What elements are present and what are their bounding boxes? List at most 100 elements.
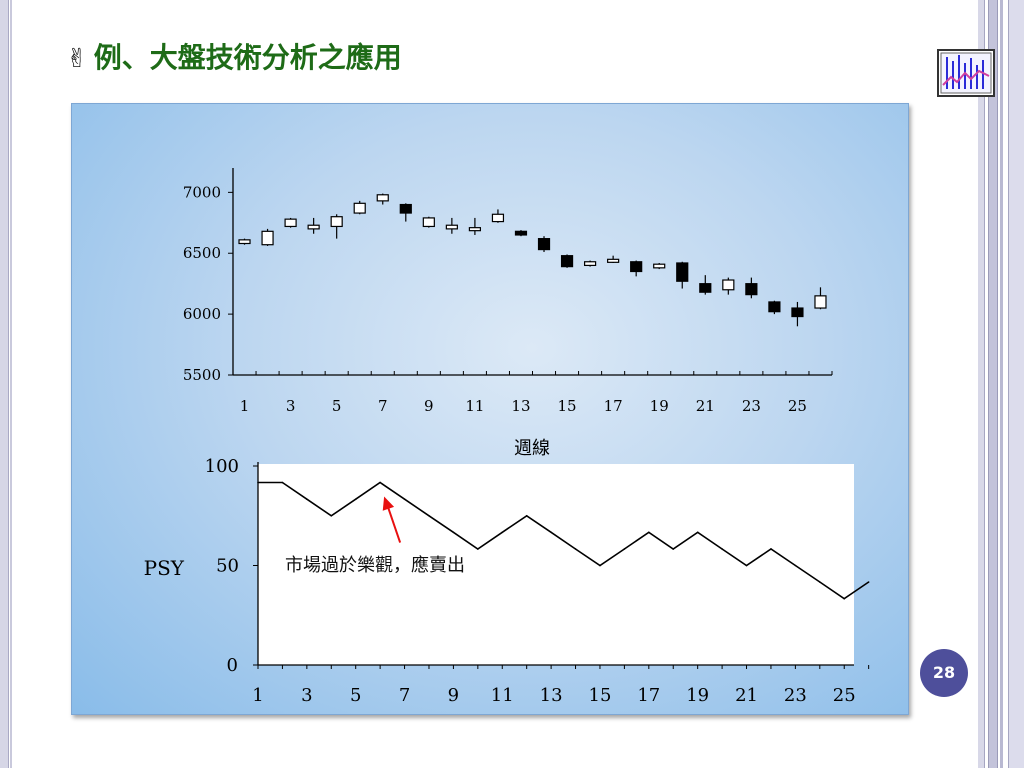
psy-annotation: 市場過於樂觀，應賣出 — [285, 554, 465, 576]
candle-body — [238, 239, 251, 245]
candle-x-tick-label: 23 — [742, 397, 761, 415]
candle-body — [537, 238, 551, 251]
psy-point — [794, 564, 797, 567]
candle-x-tick-label: 9 — [424, 397, 434, 415]
psy-x-tick-label: 17 — [637, 685, 660, 706]
psy-x-tick-label: 21 — [735, 685, 758, 706]
candle-body — [768, 301, 781, 313]
candle-body — [653, 263, 666, 269]
psy-point — [452, 531, 455, 534]
psy-point — [867, 581, 870, 583]
psy-x-tick-label: 5 — [350, 685, 361, 706]
psy-x-tick-label: 7 — [399, 685, 410, 706]
candle-body — [353, 202, 366, 214]
right-frame-bar — [1000, 0, 1003, 768]
psy-series-line — [258, 481, 870, 600]
candle-body — [399, 203, 412, 214]
psy-x-tick-label: 1 — [252, 685, 263, 706]
left-frame-line — [10, 0, 12, 768]
candle-x-axis-title: 週線 — [514, 438, 550, 459]
candle-x-tick-label: 21 — [696, 397, 715, 415]
candle-body — [745, 283, 758, 296]
page-number-badge: 28 — [920, 649, 968, 697]
candle-x-tick-label: 19 — [650, 397, 669, 415]
psy-x-tick-label: 25 — [833, 685, 856, 706]
psy-point — [696, 531, 699, 534]
psy-y-tick-label: 100 — [205, 456, 239, 477]
candle-body — [284, 218, 297, 228]
psy-point — [281, 481, 284, 484]
candle-x-tick-label: 1 — [240, 397, 250, 415]
right-frame-bar — [978, 0, 985, 768]
psy-x-tick-label: 9 — [448, 685, 459, 706]
candle-body — [491, 213, 505, 223]
candle-x-tick-label: 15 — [558, 397, 577, 415]
candle-x-tick-label: 13 — [511, 397, 530, 415]
candle-y-tick-label: 6000 — [183, 305, 221, 323]
psy-point — [306, 498, 308, 501]
candle-body — [445, 224, 458, 230]
psy-point — [477, 548, 479, 550]
victory-hand-icon: ✌ — [66, 44, 88, 74]
candle-x-tick-label: 11 — [465, 397, 484, 415]
slide-title: ✌ 例、大盤技術分析之應用 — [66, 36, 402, 76]
candle-body — [607, 258, 620, 263]
candle-body — [814, 295, 827, 309]
psy-point — [770, 548, 772, 550]
left-frame-bar — [0, 0, 9, 768]
psy-point — [550, 531, 552, 534]
candle-body — [791, 307, 804, 318]
psy-point — [819, 581, 821, 583]
candle-body — [560, 255, 574, 268]
candle-x-tick-label: 7 — [378, 397, 388, 415]
candle-body — [422, 217, 435, 228]
candle-body — [630, 261, 643, 273]
psy-point — [354, 498, 357, 501]
psy-point — [745, 564, 748, 567]
chart-panel: 5500 6000 6500 7000 1 3 5 7 9 11 13 15 17 19 21 23 25 週… — [71, 103, 909, 715]
psy-point — [379, 481, 381, 484]
candle-x-tick-label: 25 — [788, 397, 807, 415]
candle-body — [330, 216, 343, 228]
psy-y-tick-label: 50 — [216, 556, 239, 577]
psy-point — [501, 531, 504, 534]
right-frame — [978, 0, 1024, 768]
psy-point — [330, 514, 333, 517]
psy-x-tick-label: 3 — [301, 685, 312, 706]
candle-body — [514, 230, 528, 236]
annotation-arrowhead — [382, 496, 395, 511]
chart-thumbnail-icon — [937, 49, 995, 97]
psy-x-tick-label: 23 — [784, 685, 807, 706]
psy-point — [623, 548, 626, 550]
psy-x-tick-label: 15 — [589, 685, 612, 706]
candle-x-tick-label: 5 — [332, 397, 342, 415]
psy-point — [599, 564, 601, 567]
psy-point — [257, 481, 259, 484]
candle-x-tick-label: 3 — [286, 397, 296, 415]
right-frame-bar — [1008, 0, 1024, 768]
candle-body — [722, 279, 735, 291]
candle-body — [583, 261, 597, 267]
candle-body — [699, 283, 712, 293]
psy-point — [648, 531, 650, 534]
psy-y-tick-label: 0 — [227, 655, 238, 676]
psy-point — [721, 548, 723, 550]
psy-x-tick-label: 13 — [540, 685, 563, 706]
right-frame-bar — [988, 0, 998, 768]
candle-y-tick-label: 5500 — [183, 366, 221, 384]
psy-point — [428, 514, 430, 517]
psy-x-tick-label: 19 — [686, 685, 709, 706]
slide-title-text: 例、大盤技術分析之應用 — [93, 41, 402, 74]
psy-point — [843, 597, 846, 600]
psy-point — [574, 548, 577, 550]
candle-x-tick-label: 17 — [604, 397, 623, 415]
candle-y-tick-label: 6500 — [183, 244, 221, 262]
candle-body — [376, 194, 389, 202]
candle-body — [307, 224, 320, 230]
candle-body — [468, 227, 482, 232]
psy-point — [672, 548, 675, 550]
candle-body — [261, 230, 274, 246]
